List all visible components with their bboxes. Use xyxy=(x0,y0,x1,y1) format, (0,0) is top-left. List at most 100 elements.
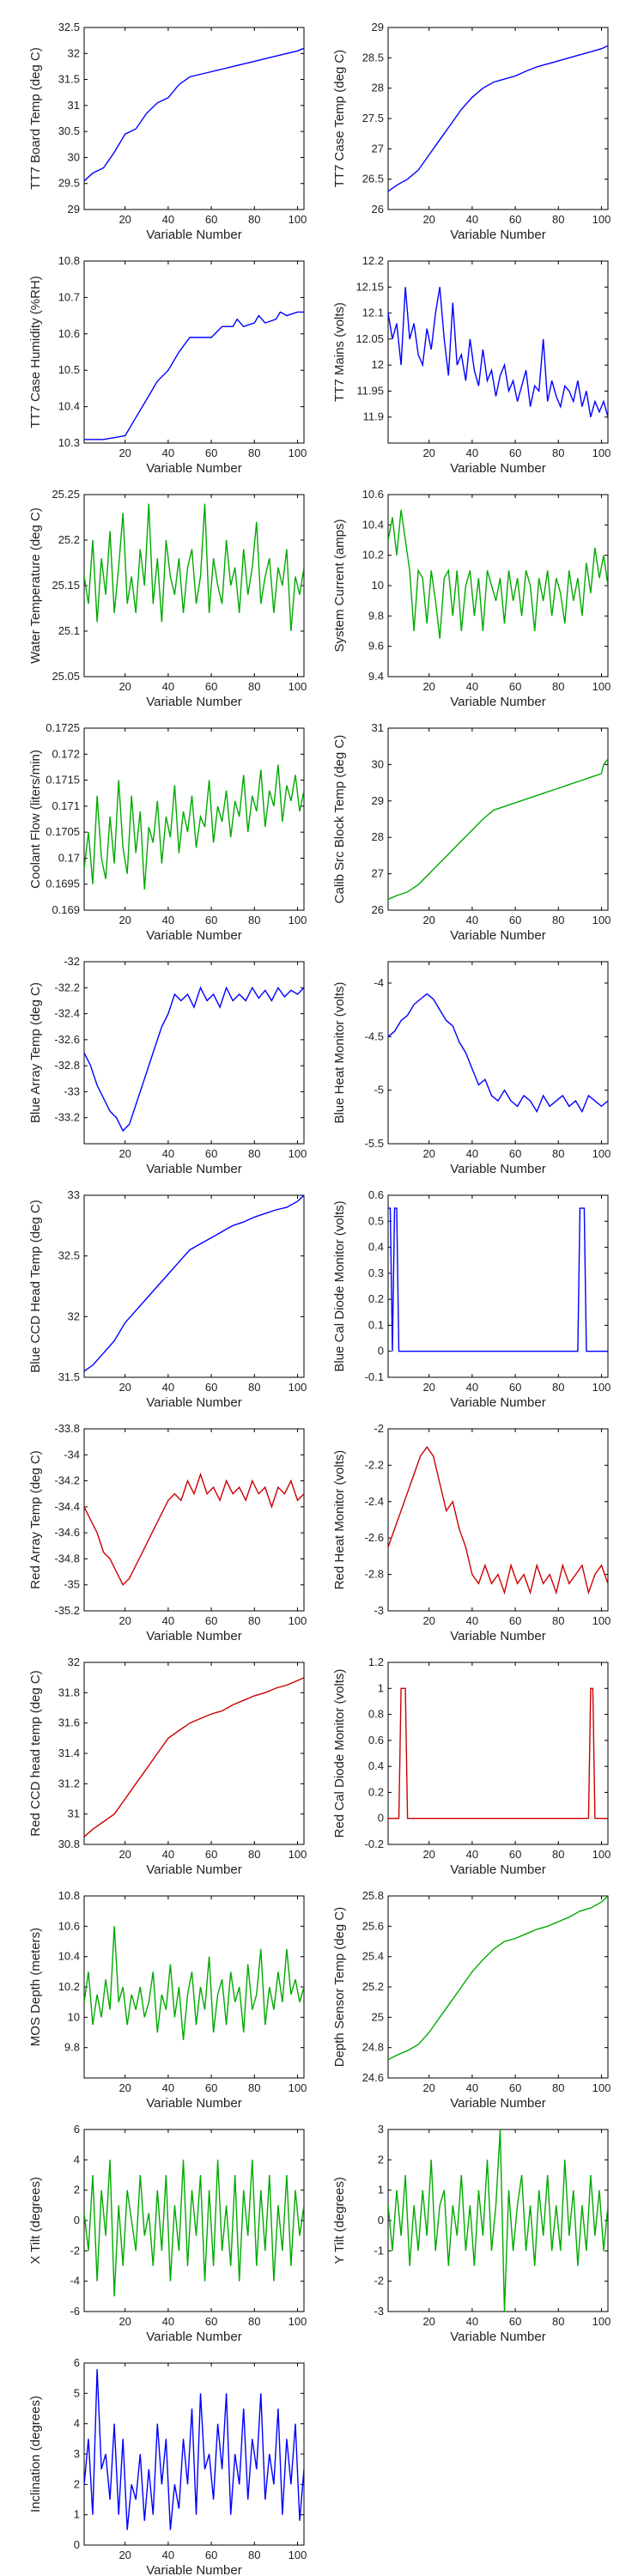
y-tick-label: -0.2 xyxy=(365,1838,384,1850)
x-tick-label: 100 xyxy=(289,2081,307,2094)
y-tick-label: 2 xyxy=(378,2153,384,2166)
x-tick-label: 20 xyxy=(118,1381,131,1394)
x-tick-label: 80 xyxy=(248,2315,260,2328)
x-tick-label: 20 xyxy=(118,2549,131,2561)
x-tick-label: 60 xyxy=(509,1381,521,1394)
x-tick-label: 80 xyxy=(552,447,564,459)
y-tick-label: 10.2 xyxy=(362,549,384,562)
y-tick-label: -2.4 xyxy=(365,1495,384,1508)
x-tick-label: 80 xyxy=(248,914,260,927)
plot-frame xyxy=(387,1428,609,1612)
x-tick-label: 100 xyxy=(592,1614,611,1627)
y-tick-label: 31.5 xyxy=(58,73,80,86)
x-tick-label: 20 xyxy=(118,213,131,226)
x-axis-label: Variable Number xyxy=(450,928,545,943)
y-tick-label: 11.95 xyxy=(356,384,384,397)
y-tick-label: 10.5 xyxy=(58,363,80,376)
y-tick-label: 30.8 xyxy=(58,1838,80,1850)
x-tick-label: 60 xyxy=(205,1848,217,1861)
x-tick-label: 40 xyxy=(162,213,174,226)
plot-frame xyxy=(83,1895,305,2079)
y-tick-label: 0.6 xyxy=(368,1188,384,1201)
y-tick-label: 25.1 xyxy=(58,624,80,637)
y-tick-label: 0.8 xyxy=(368,1708,384,1721)
x-tick-label: 20 xyxy=(422,680,434,693)
series-line xyxy=(84,2369,304,2530)
y-tick-label: 10.6 xyxy=(362,488,384,501)
series-line xyxy=(84,503,304,632)
y-tick-label: 0 xyxy=(378,1812,384,1825)
x-tick-label: 100 xyxy=(289,2549,307,2561)
chart-9: 20 40 60 80 100 -33.2 -33 -32.8 -32.6 -32.4 -32.2 -… xyxy=(28,955,307,1176)
x-tick-label: 60 xyxy=(509,1147,521,1160)
plot-frame xyxy=(387,27,609,210)
x-tick-label: 100 xyxy=(289,447,307,459)
x-tick-label: 20 xyxy=(422,1848,434,1861)
y-tick-label: 0 xyxy=(74,2538,80,2551)
y-tick-label: 10.4 xyxy=(362,518,384,531)
chart-2: 20 40 60 80 100 26 26.5 27 27.5 28 28.5 29 Variable … xyxy=(332,21,611,242)
y-tick-label: 4 xyxy=(74,2153,80,2166)
x-tick-label: 80 xyxy=(552,213,564,226)
x-axis-label: Variable Number xyxy=(146,1629,241,1643)
x-tick-label: 40 xyxy=(466,213,478,226)
y-tick-label: -34.4 xyxy=(54,1500,80,1513)
y-tick-label: 25.2 xyxy=(362,1980,384,1993)
y-tick-label: -3 xyxy=(374,1604,384,1617)
y-tick-label: 25.05 xyxy=(52,670,80,683)
y-tick-label: 0.3 xyxy=(368,1267,384,1279)
y-tick-label: 32 xyxy=(68,1656,80,1668)
y-tick-label: 31 xyxy=(68,99,80,112)
y-tick-label: -0.1 xyxy=(365,1370,384,1383)
x-tick-label: 40 xyxy=(162,2549,174,2561)
x-tick-label: 100 xyxy=(289,213,307,226)
y-tick-label: 31.5 xyxy=(58,1370,80,1383)
x-tick-label: 40 xyxy=(466,1614,478,1627)
y-tick-label: 10.8 xyxy=(58,1889,80,1902)
plot-frame xyxy=(387,1895,609,2079)
x-tick-label: 60 xyxy=(205,213,217,226)
x-tick-label: 80 xyxy=(248,447,260,459)
chart-10: 20 40 60 80 100 -5.5 -5 -4.5 -4 Variable Number Bl… xyxy=(332,961,611,1176)
x-axis-label: Variable Number xyxy=(450,695,545,709)
x-tick-label: 80 xyxy=(552,680,564,693)
x-tick-label: 80 xyxy=(248,1848,260,1861)
y-tick-label: 10.2 xyxy=(58,1980,80,1993)
y-tick-label: 3 xyxy=(378,2123,384,2136)
x-tick-label: 100 xyxy=(289,2315,307,2328)
y-tick-label: -3 xyxy=(374,2305,384,2318)
chart-19: 20 40 60 80 100 -6 -4 -2 0 2 4 6 Variable Number X Ti… xyxy=(28,2123,307,2344)
y-tick-label: -2.6 xyxy=(365,1531,384,1544)
x-tick-label: 20 xyxy=(118,680,131,693)
y-tick-label: 0.6 xyxy=(368,1734,384,1747)
y-tick-label: 24.6 xyxy=(362,2071,384,2084)
series-line xyxy=(84,1926,304,2040)
x-tick-label: 40 xyxy=(466,1147,478,1160)
y-tick-label: 12 xyxy=(372,358,384,371)
series-line xyxy=(84,47,304,182)
chart-17: 20 40 60 80 100 9.8 10 10.2 10.4 10.6 10.8 Variable… xyxy=(28,1889,307,2111)
y-axis-label: TT7 Mains (volts) xyxy=(332,302,347,402)
y-tick-label: 32 xyxy=(68,46,80,59)
series-line xyxy=(84,1677,304,1838)
y-axis-label: Calib Src Block Temp (deg C) xyxy=(332,735,347,903)
x-tick-label: 100 xyxy=(592,680,611,693)
x-tick-label: 60 xyxy=(509,2081,521,2094)
x-tick-label: 20 xyxy=(422,1614,434,1627)
x-tick-label: 20 xyxy=(422,2081,434,2094)
x-tick-label: 20 xyxy=(118,2081,131,2094)
x-tick-label: 80 xyxy=(552,1848,564,1861)
x-tick-label: 100 xyxy=(289,1381,307,1394)
series-line xyxy=(388,993,608,1114)
y-tick-label: 30 xyxy=(68,150,80,163)
x-tick-label: 80 xyxy=(552,2315,564,2328)
x-tick-label: 100 xyxy=(592,914,611,927)
series-line xyxy=(388,758,608,900)
x-tick-label: 100 xyxy=(592,2315,611,2328)
chart-11: 20 40 60 80 100 31.5 32 32.5 33 Variable Number Bl… xyxy=(28,1188,307,1410)
y-tick-label: 31 xyxy=(68,1807,80,1820)
y-tick-label: 0.2 xyxy=(368,1292,384,1305)
x-axis-label: Variable Number xyxy=(450,228,545,242)
x-tick-label: 60 xyxy=(205,914,217,927)
